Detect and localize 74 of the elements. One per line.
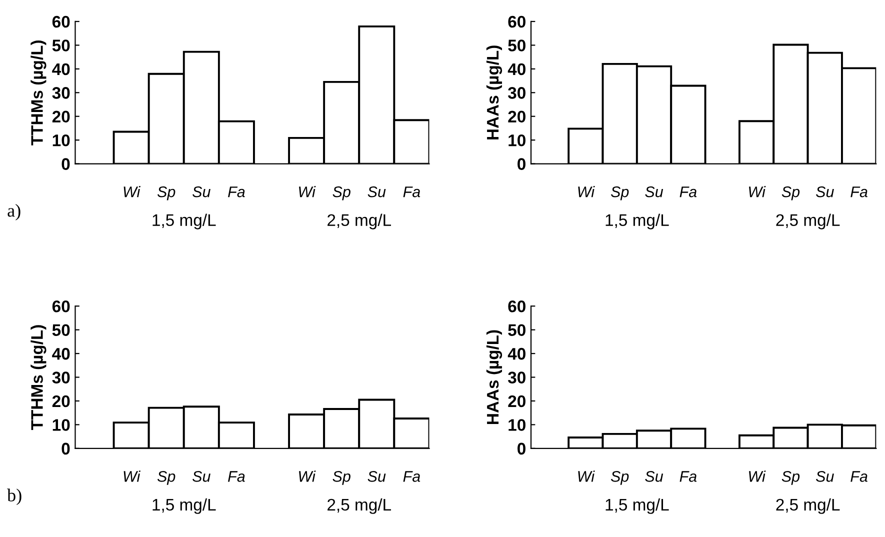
y-tick-label: 0: [518, 158, 526, 170]
text: 2,5 mg/L: [328, 214, 391, 230]
y-tick-label: 10: [508, 419, 526, 431]
text: 2,5 mg/L: [328, 498, 391, 514]
y-axis-title: HAAs (µg/L): [486, 46, 502, 140]
x-tick-label: Su: [368, 186, 386, 198]
x-tick-label: Su: [368, 471, 386, 482]
x-tick-label: Wi: [749, 470, 766, 482]
y-tick-label: 20: [508, 395, 526, 408]
y-tick-label: 30: [52, 87, 70, 99]
y-tick-label: 40: [52, 63, 70, 76]
y-tick-label: 60: [508, 300, 526, 312]
x-tick-label: Su: [816, 186, 834, 198]
text: 2,5 mg/L: [776, 214, 840, 230]
y-tick-label: 0: [62, 442, 70, 455]
x-tick-label: Wi: [124, 470, 140, 482]
text: b): [7, 488, 22, 506]
x-tick-label: Fa: [228, 186, 245, 198]
x-tick-label: Sp: [782, 471, 800, 485]
x-tick-label: Fa: [680, 186, 697, 198]
y-tick-label: 0: [518, 442, 526, 455]
y-tick-label: 60: [508, 16, 526, 28]
y-tick-label: 30: [508, 372, 526, 384]
y-tick-label: 40: [508, 63, 526, 76]
y-tick-label: 20: [508, 110, 526, 123]
x-tick-label: Su: [192, 471, 210, 482]
y-tick-label: 20: [52, 110, 70, 123]
x-tick-label: Sp: [782, 186, 800, 200]
x-tick-label: Sp: [610, 471, 629, 485]
y-axis-title: HAAs (µg/L): [486, 330, 502, 424]
x-tick-label: Su: [645, 186, 664, 198]
text: 1,5 mg/L: [152, 214, 216, 230]
x-tick-label: Wi: [299, 186, 316, 198]
x-tick-label: Wi: [299, 470, 316, 482]
x-tick-label: Fa: [403, 186, 420, 198]
y-tick-label: 30: [52, 372, 70, 384]
x-tick-label: Su: [645, 471, 664, 482]
y-tick-label: 10: [508, 134, 526, 146]
y-tick-label: 40: [52, 348, 70, 360]
y-tick-label: 50: [52, 40, 70, 52]
text: 1,5 mg/L: [152, 498, 216, 514]
x-tick-label: Sp: [332, 471, 350, 485]
y-tick-label: 0: [62, 158, 70, 170]
x-tick-label: Su: [192, 186, 210, 198]
x-tick-label: Sp: [610, 186, 629, 200]
y-axis-title: TTHMs (µg/L): [30, 325, 46, 430]
y-tick-label: 50: [508, 40, 526, 52]
y-tick-label: 50: [52, 324, 70, 336]
y-tick-label: 10: [52, 134, 70, 146]
text: 1,5 mg/L: [606, 498, 669, 514]
text: a): [8, 204, 20, 220]
y-tick-label: 60: [52, 16, 70, 28]
x-tick-label: Sp: [332, 186, 350, 200]
x-tick-label: Wi: [578, 470, 595, 482]
x-tick-label: Fa: [680, 471, 697, 482]
y-tick-label: 40: [508, 348, 526, 360]
x-tick-label: Wi: [749, 186, 766, 198]
x-tick-label: Fa: [403, 471, 420, 482]
text: 2,5 mg/L: [776, 498, 840, 514]
x-tick-label: Su: [816, 471, 834, 482]
y-tick-label: 50: [508, 324, 526, 336]
y-tick-label: 30: [508, 87, 526, 99]
x-tick-label: Fa: [228, 471, 245, 482]
x-tick-label: Wi: [578, 186, 595, 198]
x-tick-label: Sp: [157, 186, 176, 200]
x-tick-label: Sp: [157, 471, 176, 485]
x-tick-label: Wi: [124, 186, 140, 198]
y-tick-label: 20: [52, 395, 70, 408]
x-tick-label: Fa: [850, 186, 868, 198]
y-tick-label: 60: [52, 300, 70, 312]
text: 1,5 mg/L: [606, 214, 669, 230]
y-tick-label: 10: [52, 419, 70, 431]
x-tick-label: Fa: [850, 471, 868, 482]
y-axis-title: TTHMs (µg/L): [30, 40, 46, 146]
